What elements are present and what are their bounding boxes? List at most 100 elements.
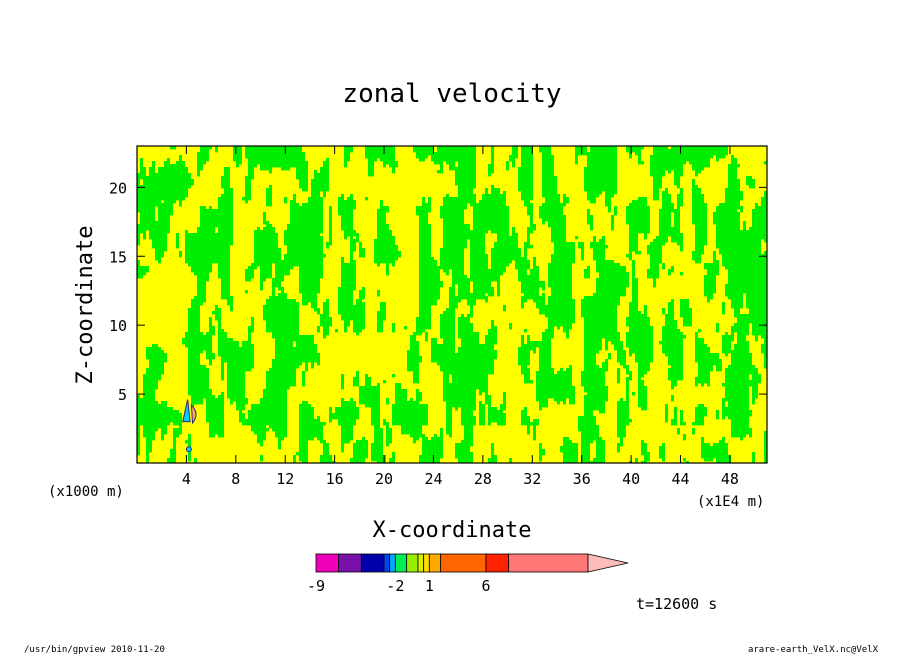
velocity-cell bbox=[629, 224, 650, 228]
velocity-cell bbox=[323, 161, 329, 165]
velocity-cell bbox=[509, 326, 512, 330]
velocity-cell bbox=[137, 434, 140, 438]
velocity-cell bbox=[563, 326, 572, 330]
velocity-cell bbox=[455, 449, 470, 453]
velocity-cell bbox=[725, 287, 767, 291]
velocity-cell bbox=[419, 158, 425, 162]
velocity-cell bbox=[293, 461, 296, 463]
velocity-cell bbox=[386, 272, 389, 276]
velocity-cell bbox=[176, 236, 179, 240]
velocity-cell bbox=[764, 353, 767, 357]
velocity-cell bbox=[419, 287, 440, 291]
velocity-cell bbox=[521, 287, 539, 291]
velocity-cell bbox=[209, 425, 224, 429]
velocity-cell bbox=[299, 269, 323, 273]
velocity-cell bbox=[377, 293, 380, 297]
velocity-cell bbox=[143, 434, 155, 438]
velocity-cell bbox=[137, 266, 149, 270]
velocity-cell bbox=[341, 215, 353, 219]
velocity-cell bbox=[731, 161, 737, 165]
velocity-cell bbox=[668, 362, 683, 366]
velocity-cell bbox=[581, 254, 584, 258]
velocity-cell bbox=[458, 287, 470, 291]
velocity-cell bbox=[284, 200, 287, 204]
velocity-cell bbox=[587, 164, 617, 168]
velocity-cell bbox=[353, 455, 368, 459]
velocity-cell bbox=[674, 218, 680, 222]
velocity-cell bbox=[158, 206, 173, 210]
velocity-cell bbox=[521, 155, 533, 159]
velocity-cell bbox=[323, 443, 329, 447]
velocity-cell bbox=[611, 215, 614, 219]
velocity-cell bbox=[674, 182, 680, 186]
velocity-cell bbox=[695, 233, 707, 237]
velocity-cell bbox=[470, 239, 485, 243]
velocity-cell bbox=[395, 401, 419, 405]
velocity-cell bbox=[716, 413, 719, 417]
velocity-cell bbox=[266, 380, 296, 384]
velocity-cell bbox=[533, 434, 536, 438]
velocity-cell bbox=[473, 215, 509, 219]
velocity-cell bbox=[299, 266, 323, 270]
velocity-cell bbox=[242, 344, 254, 348]
velocity-cell bbox=[563, 197, 569, 201]
velocity-cell bbox=[341, 404, 356, 408]
velocity-cell bbox=[338, 305, 365, 309]
velocity-cell bbox=[275, 344, 293, 348]
velocity-cell bbox=[449, 302, 458, 306]
velocity-cell bbox=[227, 389, 245, 393]
velocity-cell bbox=[221, 278, 230, 282]
velocity-cell bbox=[464, 431, 473, 435]
velocity-cell bbox=[488, 404, 491, 408]
velocity-cell bbox=[221, 290, 230, 294]
velocity-cell bbox=[272, 365, 299, 369]
velocity-cell bbox=[677, 197, 683, 201]
x-tick-label: 4 bbox=[182, 470, 191, 488]
velocity-cell bbox=[734, 323, 749, 327]
velocity-cell bbox=[374, 248, 398, 252]
velocity-cell bbox=[725, 200, 740, 204]
velocity-cell bbox=[152, 242, 167, 246]
velocity-cell bbox=[521, 413, 527, 417]
velocity-cell bbox=[692, 257, 701, 261]
velocity-cell bbox=[695, 245, 704, 249]
velocity-cell bbox=[530, 218, 533, 222]
colorbar-segment bbox=[389, 553, 396, 573]
velocity-cell bbox=[284, 239, 323, 243]
velocity-cell bbox=[374, 239, 395, 243]
velocity-cell bbox=[485, 341, 497, 345]
velocity-cell bbox=[746, 182, 755, 186]
velocity-cell bbox=[209, 431, 224, 435]
velocity-cell bbox=[728, 179, 740, 183]
velocity-cell bbox=[146, 353, 167, 357]
velocity-cell bbox=[374, 431, 383, 435]
velocity-cell bbox=[185, 440, 191, 444]
velocity-cell bbox=[305, 365, 308, 369]
velocity-cell bbox=[473, 221, 509, 225]
velocity-cell bbox=[137, 440, 140, 444]
velocity-cell bbox=[197, 284, 206, 288]
velocity-cell bbox=[356, 299, 362, 303]
x-tick-label: 24 bbox=[424, 470, 442, 488]
velocity-cell bbox=[428, 197, 431, 201]
velocity-cell bbox=[743, 221, 746, 225]
velocity-cell bbox=[299, 446, 308, 450]
velocity-cell bbox=[296, 173, 308, 177]
velocity-cell bbox=[662, 197, 671, 201]
velocity-cell bbox=[227, 395, 245, 399]
velocity-cell bbox=[425, 338, 428, 342]
velocity-cell bbox=[764, 443, 767, 447]
velocity-cell bbox=[722, 416, 725, 420]
velocity-cell bbox=[665, 413, 668, 417]
velocity-cell bbox=[221, 356, 254, 360]
velocity-cell bbox=[149, 173, 191, 177]
velocity-cell bbox=[764, 452, 767, 456]
velocity-cell bbox=[524, 203, 533, 207]
velocity-cell bbox=[374, 434, 383, 438]
velocity-cell bbox=[692, 422, 704, 426]
velocity-cell bbox=[197, 290, 206, 294]
x-unit-right: (x1E4 m) bbox=[697, 494, 764, 510]
velocity-cell bbox=[734, 347, 749, 351]
velocity-cell bbox=[452, 374, 488, 378]
velocity-cell bbox=[701, 449, 728, 453]
